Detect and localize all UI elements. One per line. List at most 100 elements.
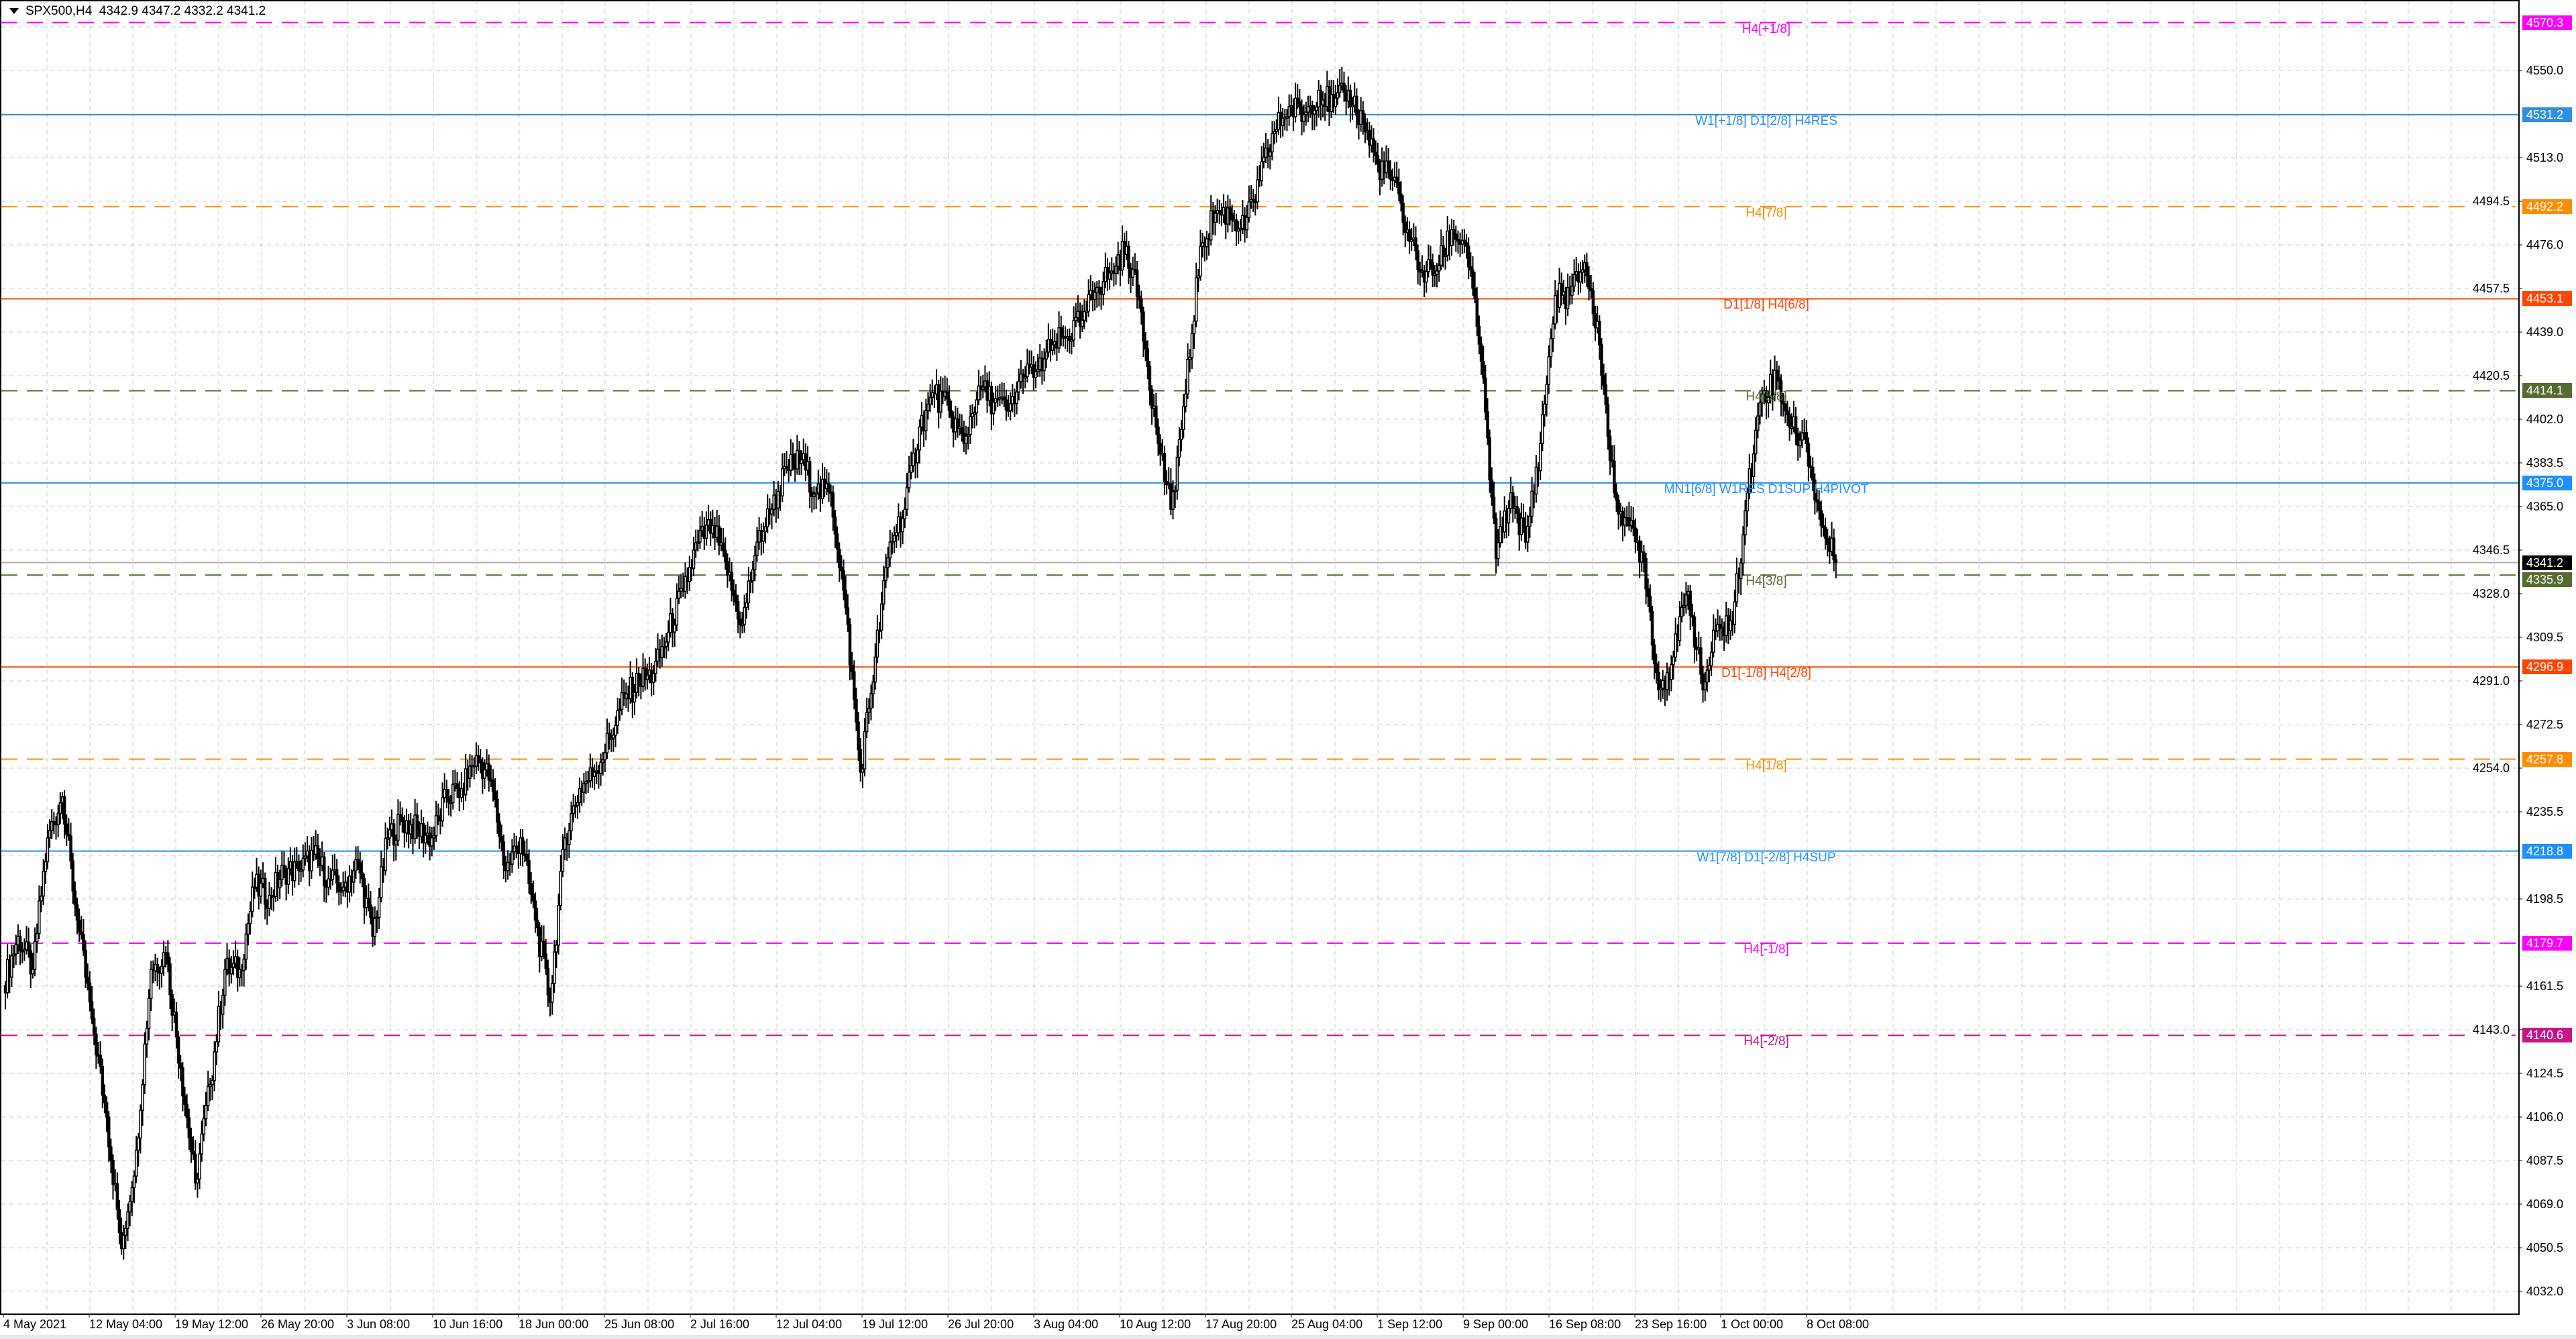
candle [592,771,596,778]
candle [1543,403,1546,415]
candle [1528,515,1532,527]
candle [1442,245,1445,256]
candle [1580,269,1585,273]
candle [1777,377,1781,382]
candle [546,967,550,996]
candle [1801,432,1804,441]
candle [1017,381,1021,393]
y-tick-label: 4550.0 [2526,64,2564,77]
candle [67,833,70,837]
candle [763,526,767,533]
candle [1074,317,1078,321]
candle [1549,338,1553,358]
candle [189,1137,193,1153]
candle [386,837,389,840]
candle [939,390,943,413]
y-tick-label: 4106.0 [2526,1110,2564,1124]
candle [1234,219,1238,232]
triangle-down-icon[interactable] [9,8,19,15]
candle [620,692,624,710]
candle [1638,540,1642,563]
candle [612,735,615,739]
candle [890,541,894,543]
candle [1348,89,1352,107]
candle [1748,468,1752,494]
candle [1355,95,1358,116]
candle [637,673,641,683]
candle [1492,496,1496,519]
candle [574,804,578,808]
candle [1175,456,1179,491]
candle [1315,106,1318,111]
candle [1285,116,1289,119]
candle [1068,335,1071,341]
candle [1817,501,1821,511]
candle [901,518,904,533]
candle [971,413,974,417]
candle [521,837,525,855]
candle [785,466,788,469]
candle [1454,233,1458,240]
candle [1342,83,1346,93]
candle [842,570,845,591]
candle [1015,391,1018,405]
candle [1712,629,1715,653]
candle [483,769,486,779]
candle [244,933,248,960]
candle [654,660,657,674]
y-tick-label: 4328.0 [2470,586,2512,600]
candle [989,386,994,415]
candle [238,969,241,979]
candle [1650,611,1654,646]
candle [1589,288,1593,292]
candle [373,918,377,937]
level-price-tag: 4492.2 [2522,199,2572,215]
candle [770,508,773,515]
candle [105,1102,109,1118]
candle [398,814,402,818]
candle [1633,527,1638,543]
candle [511,851,514,865]
level-label: H4[-2/8] [1743,1034,1789,1049]
candle [1334,97,1338,107]
candle [1729,620,1732,631]
candle [301,857,305,871]
candle [1271,133,1274,153]
candle [1135,269,1139,297]
candle [1566,286,1570,310]
candle [1078,311,1082,327]
candle [1433,273,1437,276]
candle [86,977,90,983]
candle [871,681,875,694]
candle [1553,294,1557,325]
candle [111,1159,115,1185]
candle [753,555,757,570]
candle [384,838,387,871]
candle [1600,344,1603,376]
candle [502,841,506,866]
candle [347,875,352,893]
candle [1644,557,1648,590]
x-tick-label: 3 Aug 04:00 [1034,1318,1099,1331]
candle [377,896,381,918]
candle [166,952,170,965]
candle [1735,573,1739,603]
candle [1796,433,1800,446]
candle [812,493,816,497]
candle [1766,396,1770,404]
candle [1226,207,1230,225]
level-label: H4[3/8] [1746,574,1787,589]
candle [910,465,913,473]
candle [696,541,700,544]
level-price-tag: 4414.1 [2522,383,2572,398]
candle [491,780,495,792]
candle [1788,414,1791,428]
candle [75,904,79,921]
candle [1190,333,1194,358]
candle [367,898,370,906]
candle [1703,681,1707,691]
candle [23,949,26,952]
candle [724,549,727,563]
candle [1598,321,1601,345]
